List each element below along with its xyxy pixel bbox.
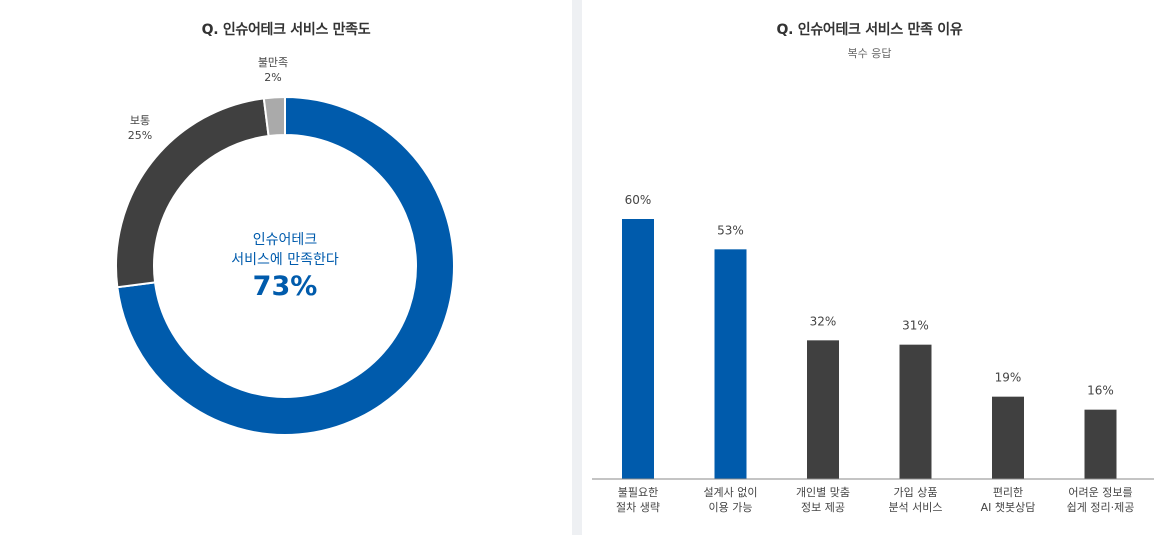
bar-2 bbox=[714, 249, 747, 479]
bar-4 bbox=[899, 344, 932, 479]
donut-chart-title: Q. 인슈어테크 서비스 만족도 bbox=[201, 22, 371, 38]
bar-value-label: 16% bbox=[1087, 384, 1114, 398]
donut-center-line1: 인슈어테크 bbox=[253, 232, 318, 248]
donut-slice-label: 불만족 bbox=[258, 56, 288, 69]
bar-category-label: 쉽게 정리·제공 bbox=[1067, 501, 1135, 514]
donut-slice-label: 보통 bbox=[130, 114, 150, 127]
donut-chart: 보통 25% 불만족 2% 인슈어테크 서비스에 만족한다 73% bbox=[115, 56, 455, 436]
bar-3 bbox=[807, 340, 839, 479]
donut-slice-3 bbox=[262, 95, 286, 138]
bar-chart-subtitle: 복수 응답 bbox=[847, 47, 892, 60]
donut-slice-value: 25% bbox=[128, 129, 152, 142]
bar-category-label: 편리한 bbox=[993, 486, 1023, 499]
panel-divider bbox=[572, 0, 582, 535]
donut-panel: Q. 인슈어테크 서비스 만족도 보통 25% 불만족 2% 인슈어테크 서비스에 만… bbox=[0, 0, 572, 535]
bar-value-label: 53% bbox=[717, 223, 744, 237]
bar-category-label: 불필요한 bbox=[618, 486, 658, 499]
bar-category-label: 정보 제공 bbox=[801, 501, 845, 514]
bar-6 bbox=[1084, 409, 1117, 479]
donut-slice-1 bbox=[116, 95, 455, 436]
bar-category-label: 가입 상품 bbox=[894, 486, 938, 499]
bar-value-label: 19% bbox=[995, 371, 1022, 385]
donut-slice-value: 2% bbox=[264, 71, 281, 84]
bar-category-label: 분석 서비스 bbox=[888, 501, 942, 514]
bar-value-label: 60% bbox=[625, 193, 652, 207]
donut-center-value: 73% bbox=[253, 271, 318, 302]
bar-category-label: 개인별 맞춤 bbox=[796, 486, 850, 499]
bar-value-label: 31% bbox=[902, 319, 929, 333]
bar-category-label: 설계사 없이 bbox=[703, 486, 757, 499]
bar-5 bbox=[992, 396, 1024, 479]
bar-category-label: 이용 가능 bbox=[709, 501, 753, 514]
bar-chart-title: Q. 인슈어테크 서비스 만족 이유 bbox=[776, 22, 963, 38]
bar-value-label: 32% bbox=[810, 314, 837, 328]
bar-category-label: 어려운 정보를 bbox=[1068, 486, 1132, 499]
bar-category-label: AI 챗봇상담 bbox=[981, 500, 1036, 514]
donut-center-line2: 서비스에 만족한다 bbox=[231, 252, 339, 268]
bar-category-label: 절차 생략 bbox=[616, 501, 660, 514]
bar-1 bbox=[622, 219, 654, 479]
